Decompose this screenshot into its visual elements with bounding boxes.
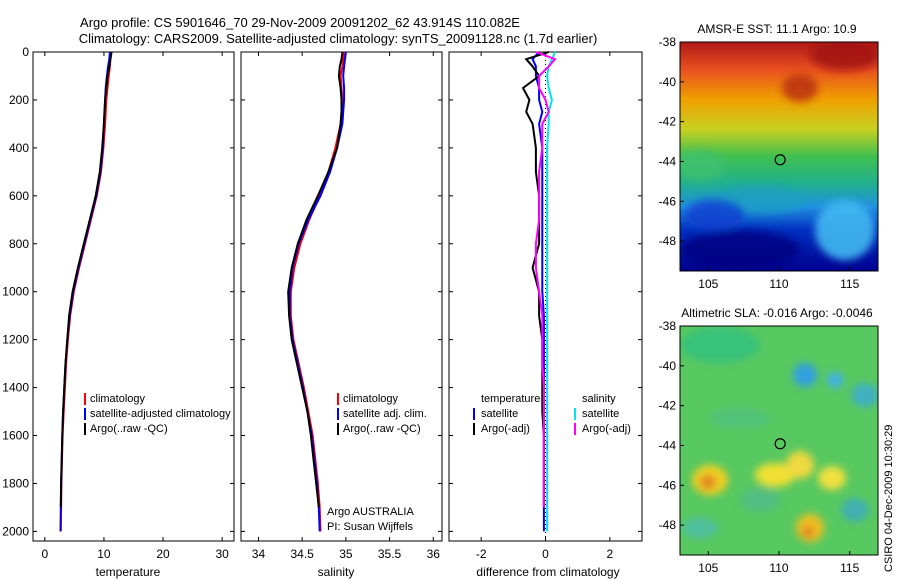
timestamp-credit: CSIRO 04-Dec-2009 10:30:29 bbox=[883, 425, 895, 572]
x-tick-label: 35.5 bbox=[378, 547, 402, 561]
x-tick-label: 30 bbox=[215, 547, 229, 561]
legend-label-argo: Argo(..raw -QC) bbox=[90, 423, 168, 435]
x-tick-label: 34 bbox=[252, 547, 266, 561]
x-tick-label: 34.5 bbox=[290, 547, 314, 561]
legend-label-sal-argo: Argo(-adj) bbox=[582, 423, 631, 435]
x-tick-label: 20 bbox=[156, 547, 170, 561]
y-tick-label: 1800 bbox=[2, 476, 29, 490]
x-tick-label: -2 bbox=[476, 547, 487, 561]
map-x-tick-label: 105 bbox=[698, 277, 718, 291]
y-tick-label: 1600 bbox=[2, 429, 29, 443]
map-x-tick-label: 110 bbox=[769, 561, 788, 575]
legend-label-sal-satellite: satellite bbox=[582, 408, 619, 420]
series-line-temperature-argo-adj- bbox=[521, 51, 550, 508]
legend-label-temp-argo: Argo(-adj) bbox=[481, 423, 530, 435]
map-y-tick-label: -38 bbox=[659, 319, 677, 333]
plot-frame bbox=[32, 51, 235, 542]
series-line-satellite-adjusted-climatology bbox=[59, 51, 111, 532]
credit-line1: Argo AUSTRALIA bbox=[327, 506, 414, 518]
map-x-tick-label: 115 bbox=[840, 561, 859, 575]
map-y-tick-label: -48 bbox=[659, 518, 677, 532]
x-tick-label: 36 bbox=[427, 547, 441, 561]
series-line-argo-raw-qc- bbox=[287, 51, 344, 508]
map-x-tick-label: 115 bbox=[840, 277, 859, 291]
y-tick-label: 1000 bbox=[2, 285, 29, 299]
salinity-legend: climatology satellite adj. clim. Argo(..… bbox=[337, 393, 427, 435]
salinity-xlabel: salinity bbox=[318, 565, 355, 579]
series-line-argo-raw-qc- bbox=[59, 51, 113, 508]
map-y-tick-label: -46 bbox=[659, 478, 677, 492]
legend-title-temperature: temperature bbox=[481, 393, 540, 405]
map-y-tick-label: -48 bbox=[659, 234, 677, 248]
map-y-tick-label: -40 bbox=[659, 359, 677, 373]
sla-map: Altimetric SLA: -0.016 Argo: -0.0046 bbox=[659, 306, 879, 575]
temperature-xlabel: temperature bbox=[96, 565, 161, 579]
sla-map-image bbox=[680, 326, 878, 555]
series-line-satellite-adj-clim- bbox=[288, 51, 347, 532]
y-tick-label: 200 bbox=[9, 93, 29, 107]
map-y-tick-label: -46 bbox=[659, 194, 677, 208]
x-tick-label: 0 bbox=[542, 547, 549, 561]
difference-panel: -2 0 2 bbox=[448, 51, 643, 561]
series-line-salinity-argo-adj- bbox=[534, 51, 557, 508]
map-y-tick-label: -38 bbox=[659, 35, 677, 49]
y-tick-label: 800 bbox=[9, 237, 29, 251]
argo-location-marker bbox=[774, 154, 786, 166]
legend-label-satellite: satellite adj. clim. bbox=[343, 408, 427, 420]
map-y-tick-label: -40 bbox=[659, 75, 677, 89]
map-y-tick-label: -42 bbox=[659, 399, 677, 413]
x-tick-label: 35 bbox=[339, 547, 353, 561]
x-tick-label: 10 bbox=[97, 547, 111, 561]
temperature-legend: climatology satellite-adjusted climatolo… bbox=[84, 393, 231, 435]
x-tick-label: 2 bbox=[606, 547, 613, 561]
legend-title-salinity: salinity bbox=[582, 393, 616, 405]
y-tick-label: 600 bbox=[9, 189, 29, 203]
series-line-salinity-satellite bbox=[546, 51, 557, 532]
header-line1: Argo profile: CS 5901646_70 29-Nov-2009 … bbox=[80, 15, 520, 30]
legend-label-climatology: climatology bbox=[343, 393, 399, 405]
header-line2: Climatology: CARS2009. Satellite-adjuste… bbox=[79, 31, 598, 46]
salinity-panel: 34 34.5 35 35.5 36 bbox=[240, 51, 443, 561]
legend-label-satellite: satellite-adjusted climatology bbox=[90, 408, 231, 420]
map-y-tick-label: -42 bbox=[659, 115, 677, 129]
argo-location-marker bbox=[774, 438, 786, 450]
difference-xlabel: difference from climatology bbox=[476, 565, 619, 579]
map-y-tick-label: -44 bbox=[659, 438, 677, 452]
y-tick-label: 2000 bbox=[2, 524, 29, 538]
sst-map-image bbox=[680, 42, 878, 271]
legend-label-argo: Argo(..raw -QC) bbox=[343, 423, 421, 435]
map-x-tick-label: 105 bbox=[698, 561, 718, 575]
map-x-tick-label: 110 bbox=[769, 277, 788, 291]
legend-label-temp-satellite: satellite bbox=[481, 408, 518, 420]
y-tick-label: 1200 bbox=[2, 333, 29, 347]
legend-label-climatology: climatology bbox=[90, 393, 146, 405]
sla-map-title: Altimetric SLA: -0.016 Argo: -0.0046 bbox=[681, 306, 873, 320]
x-tick-label: 0 bbox=[41, 547, 48, 561]
credit-line2: PI: Susan Wijffels bbox=[327, 521, 413, 533]
map-y-tick-label: -44 bbox=[659, 154, 677, 168]
sst-map-title: AMSR-E SST: 11.1 Argo: 10.9 bbox=[697, 22, 857, 36]
temperature-panel: 0 10 20 30 0 200 400 600 800 1000 1200 1400 1600 1800… bbox=[2, 45, 235, 561]
y-tick-label: 400 bbox=[9, 141, 29, 155]
series-line-climatology bbox=[289, 51, 346, 532]
y-tick-label: 0 bbox=[22, 45, 29, 59]
sst-map: AMSR-E SST: 11.1 Argo: 10.9 105 110 115 -38… bbox=[659, 22, 879, 291]
difference-legend: temperature satellite Argo(-adj) salinit… bbox=[473, 393, 631, 435]
y-tick-label: 1400 bbox=[2, 381, 29, 395]
